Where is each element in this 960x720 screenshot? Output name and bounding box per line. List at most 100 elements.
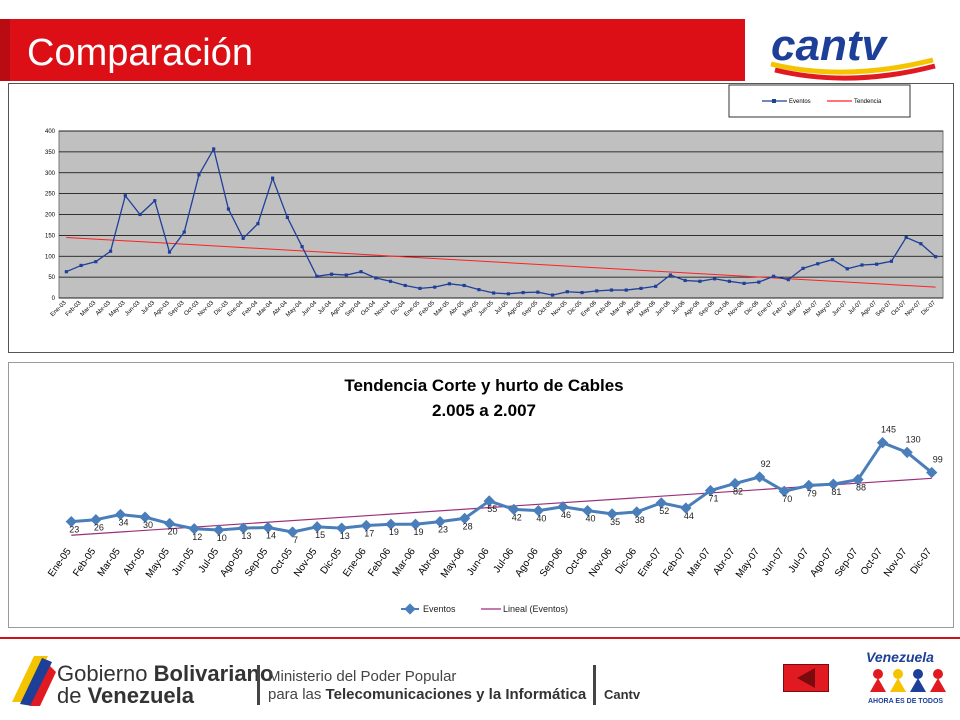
chart2-data-label: 88: [856, 483, 866, 493]
chart2-x-tick: May-06: [439, 546, 467, 580]
chart1-point: [447, 282, 452, 286]
chart1-point: [609, 288, 614, 292]
chart2-point: [557, 501, 569, 513]
chart1-point: [477, 288, 481, 292]
chart1-point: [123, 194, 127, 198]
chart1-x-tick: Sep-03: [168, 300, 186, 318]
chart1-y-tick: 200: [45, 213, 56, 219]
chart1-x-tick: Mar-03: [80, 300, 98, 318]
chart2-point: [680, 502, 692, 514]
chart1-point: [536, 290, 540, 294]
chart2-data-label: 81: [831, 487, 841, 497]
chart1-point: [462, 283, 466, 288]
chart2-x-tick: Feb-06: [366, 546, 393, 579]
chart1-point: [167, 250, 172, 254]
chart2-data-label: 19: [389, 527, 399, 537]
chart1-point: [138, 212, 142, 217]
chart2-x-tick: Dic-06: [614, 546, 640, 576]
chart1-legend-tendencia: Tendencia: [854, 99, 882, 105]
chart2-data-label: 71: [708, 494, 718, 504]
chart2-subtitle: 2.005 a 2.007: [432, 401, 536, 420]
chart1-point: [830, 257, 835, 262]
chart2-x-tick: Nov-06: [587, 546, 615, 579]
chart2-data-label: 130: [906, 434, 921, 444]
chart1-y-tick: 250: [45, 192, 56, 198]
chart2-point: [139, 511, 151, 523]
chart2-data-label: 23: [438, 525, 448, 535]
chart1-point: [492, 291, 496, 295]
chart2-data-label: 7: [293, 535, 298, 545]
chart2-x-tick: Jul-07: [787, 546, 812, 575]
gobierno-line1: Gobierno Bolivariano: [57, 661, 274, 686]
chart1-x-tick: Mar-06: [610, 300, 628, 318]
chart1-x-tick: Mar-07: [787, 300, 805, 318]
chart2-x-tick: Mar-06: [391, 546, 418, 579]
chart1-point: [374, 276, 378, 280]
chart1-point: [359, 270, 363, 274]
chart2-data-label: 20: [168, 527, 178, 537]
chart2-svg: Tendencia Corte y hurto de Cables 2.005 …: [46, 376, 943, 615]
chart1-point: [580, 290, 584, 295]
chart2-point: [360, 519, 372, 532]
title-bar: [0, 19, 745, 81]
chart2-data-label: 30: [143, 520, 153, 530]
chart1-y-tick: 0: [52, 296, 56, 302]
chart2-legend-eventos: Eventos: [423, 604, 456, 614]
footer-divider: [0, 637, 960, 639]
chart2-point: [65, 515, 77, 528]
chart-tendencia-corte-hurto: Tendencia Corte y hurto de Cables 2.005 …: [8, 362, 954, 628]
chart2-point: [508, 503, 520, 516]
chart1-point: [108, 249, 113, 253]
chart1-point: [300, 245, 304, 249]
chart1-y-tick: 100: [45, 254, 56, 260]
chart1-point: [433, 285, 437, 289]
back-arrow-button[interactable]: [783, 664, 829, 692]
chart2-x-tick: Feb-07: [661, 546, 688, 579]
chart2-legend-lineal: Lineal (Eventos): [503, 604, 568, 614]
chart2-data-label: 40: [586, 514, 596, 524]
chart2-x-tick: Jul-06: [492, 546, 517, 575]
chart2-point: [237, 522, 250, 534]
chart1-y-tick: 300: [45, 171, 56, 177]
chart1-point: [197, 173, 201, 177]
chart1-point: [683, 278, 687, 283]
chart1-point: [919, 242, 923, 246]
chart2-data-label: 44: [684, 511, 694, 521]
chart2-point: [409, 518, 422, 530]
chart1-x-tick: Nov-03: [197, 300, 215, 318]
chart1-point: [713, 277, 717, 281]
chart2-x-tick: Jun-07: [760, 546, 787, 578]
chart1-point: [757, 280, 761, 284]
venezuela-ahora-es-de-todos-logo: Venezuela AHORA ES DE TODOS: [866, 649, 946, 705]
chart1-x-tick: Dic-07: [921, 300, 938, 317]
svg-text:Venezuela: Venezuela: [866, 649, 934, 665]
chart1-x-tick: Sep-04: [345, 300, 363, 318]
chart2-data-label: 70: [782, 494, 792, 504]
page-title: Comparación: [27, 32, 253, 74]
svg-text:AHORA ES DE TODOS: AHORA ES DE TODOS: [868, 698, 943, 705]
chart1-point: [934, 255, 938, 259]
chart1-x-tick: Nov-05: [551, 300, 569, 318]
footer-separator-1: [257, 665, 260, 705]
chart2-x-tick: Jul-05: [197, 546, 222, 575]
chart1-point: [212, 147, 216, 151]
chart1-point: [241, 236, 245, 240]
chart1-point: [550, 293, 555, 297]
chart1-x-tick: Sep-06: [698, 300, 716, 318]
chart2-x-tick: Sep-06: [538, 546, 566, 579]
chart2-x-tick: Ago-05: [218, 546, 246, 579]
chart1-x-tick: May-04: [285, 300, 304, 319]
chart1-point: [801, 266, 805, 270]
chart2-point: [385, 518, 397, 530]
chart2-x-tick: Ago-07: [808, 546, 836, 579]
cantv-logo: cantv: [770, 21, 936, 81]
chart1-point: [153, 199, 157, 203]
chart1-eventos-line: [66, 147, 937, 296]
chart2-x-tick: Nov-07: [882, 546, 910, 579]
chart2-point: [483, 495, 495, 507]
chart1-point: [271, 176, 275, 180]
chart2-data-label: 10: [217, 533, 227, 543]
chart2-data-label: 82: [733, 486, 743, 496]
chart1-point: [889, 259, 894, 263]
ministry-line1: Ministerio del Poder Popular: [268, 668, 457, 685]
